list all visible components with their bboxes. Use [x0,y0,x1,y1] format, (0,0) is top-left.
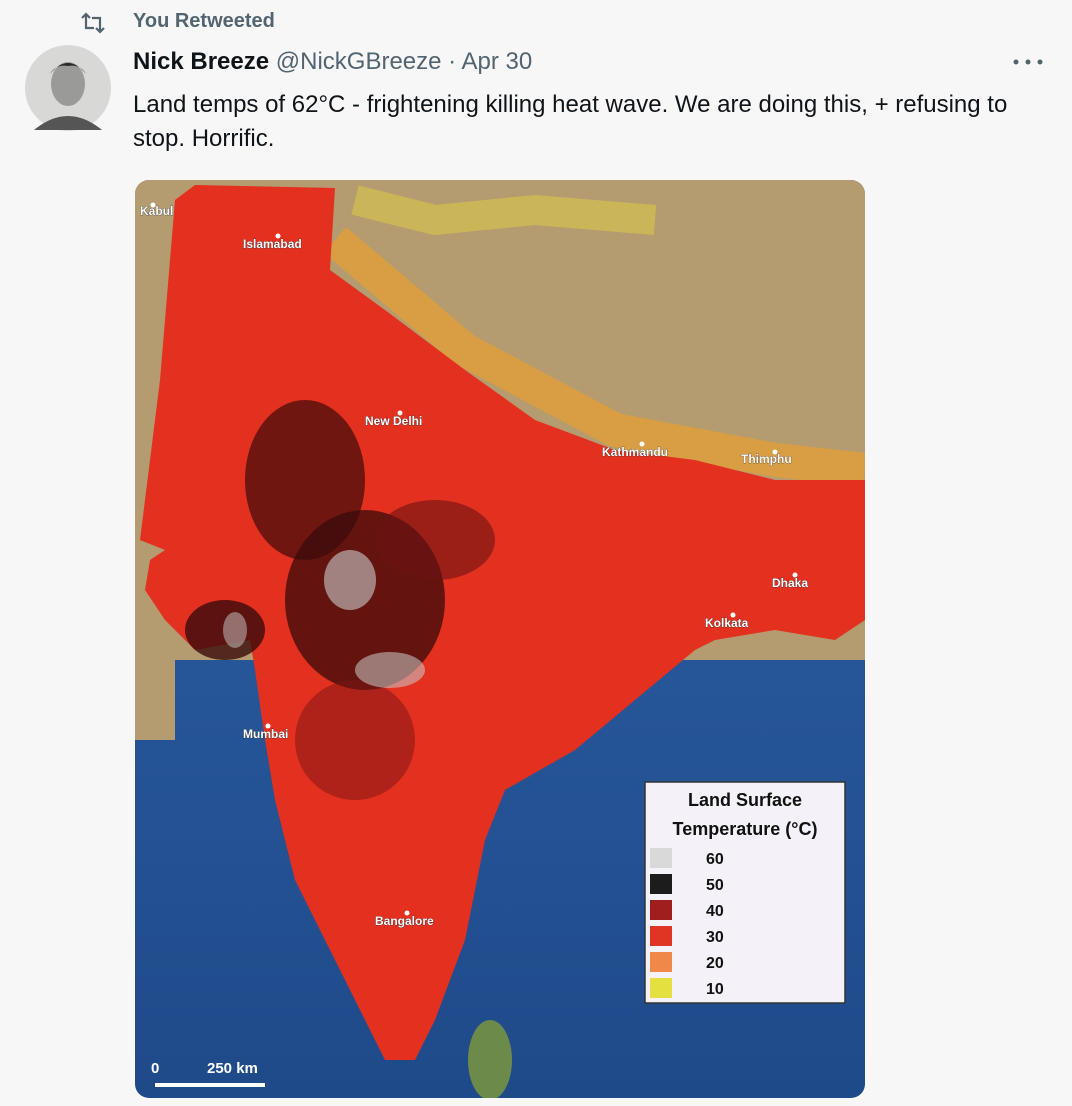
city-dot [275,233,281,239]
legend-swatch [650,874,672,894]
city-dot [772,449,778,455]
legend-label: 30 [706,929,724,946]
more-button[interactable] [1010,54,1046,70]
retweet-label: You Retweeted [133,10,275,32]
author-name[interactable]: Nick Breeze [133,48,270,75]
map-layer [135,180,865,1098]
legend-swatch [650,952,672,972]
legend-title: Temperature (°C) [673,819,818,839]
city-dot [150,202,156,208]
legend: Land Surface Temperature (°C) 60 50 40 30 20 10 [650,790,817,998]
city-dot [397,410,403,416]
city-dot [792,572,798,578]
legend-label: 20 [706,955,724,972]
legend-title: Land Surface [688,790,802,810]
legend-label: 40 [706,903,724,920]
city-dot [639,441,645,447]
legend-label: 50 [706,877,724,894]
city-label: Kathmandu [602,445,668,459]
tweet-header: Nick Breeze @NickGBreeze · Apr 30 [133,48,532,76]
legend-label: 10 [706,981,724,998]
city-label: Mumbai [243,727,288,741]
retweet-icon [81,12,105,34]
author-handle[interactable]: @NickGBreeze [275,48,442,75]
city-label: New Delhi [365,414,422,428]
city-dot [265,723,271,729]
scale-label: 0 [151,1060,159,1077]
city-dot [730,612,736,618]
legend-swatch [650,900,672,920]
legend-swatch [650,926,672,946]
map-image[interactable]: Kabul Islamabad New Delhi Kathmandu Thimphu D… [135,180,865,1098]
separator: · [448,48,457,75]
legend-swatch [650,978,672,998]
tweet-text: Land temps of 62°C - frightening killing… [133,91,1008,152]
city-label: Dhaka [772,576,808,590]
city-labels: Kabul Islamabad New Delhi Kathmandu Thimphu D… [140,202,809,928]
city-label: Islamabad [243,237,302,251]
scale-bar: 0 250 km [151,1060,258,1077]
avatar[interactable] [24,44,112,132]
legend-label: 60 [706,851,724,868]
city-label: Thimphu [741,452,792,466]
city-dot [404,910,410,916]
city-label: Kolkata [705,616,749,630]
city-label: Kabul [140,204,173,218]
scale-label: 250 km [207,1060,258,1077]
tweet-date[interactable]: Apr 30 [461,48,533,75]
city-label: Bangalore [375,914,434,928]
legend-swatch [650,848,672,868]
